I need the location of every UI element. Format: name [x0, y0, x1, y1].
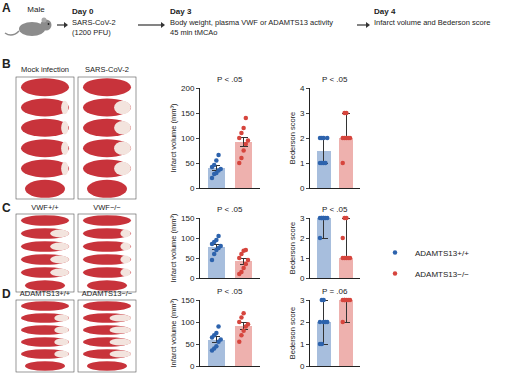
svg-text:150: 150	[181, 109, 195, 118]
svg-text:P = .06: P = .06	[322, 287, 348, 296]
svg-text:P < .05: P < .05	[217, 205, 243, 214]
svg-text:SARS-CoV-2: SARS-CoV-2	[72, 18, 116, 27]
svg-text:D: D	[2, 287, 11, 301]
svg-text:P < .05: P < .05	[322, 75, 348, 84]
svg-text:ADAMTS13−/−: ADAMTS13−/−	[415, 270, 469, 279]
svg-text:Bederson score: Bederson score	[288, 307, 297, 360]
svg-text:3: 3	[300, 109, 305, 118]
svg-text:ADAMTS13+/+: ADAMTS13+/+	[20, 289, 71, 298]
svg-text:Day 0: Day 0	[72, 7, 94, 16]
svg-text:ADAMTS13−/−: ADAMTS13−/−	[82, 289, 133, 298]
svg-text:A: A	[2, 1, 11, 15]
svg-text:Body weight, plasma VWF or ADA: Body weight, plasma VWF or ADAMTS13 acti…	[170, 18, 333, 27]
svg-text:50: 50	[185, 254, 194, 263]
svg-text:(1200 PFU): (1200 PFU)	[72, 28, 111, 37]
svg-text:0: 0	[300, 184, 305, 193]
svg-text:1: 1	[300, 159, 305, 168]
svg-text:2: 2	[300, 318, 305, 327]
svg-text:0: 0	[300, 362, 305, 371]
svg-text:0: 0	[190, 184, 195, 193]
svg-text:VWF+/+: VWF+/+	[31, 203, 59, 212]
svg-text:100: 100	[181, 234, 195, 243]
svg-text:P < .05: P < .05	[217, 287, 243, 296]
svg-text:P < .05: P < .05	[217, 75, 243, 84]
svg-text:C: C	[2, 201, 11, 215]
svg-text:150: 150	[181, 296, 195, 305]
svg-text:45 min tMCAo: 45 min tMCAo	[170, 28, 218, 37]
svg-text:ADAMTS13+/+: ADAMTS13+/+	[415, 249, 469, 258]
svg-text:50: 50	[185, 159, 194, 168]
svg-text:Bederson score: Bederson score	[288, 112, 297, 165]
svg-text:0: 0	[300, 274, 305, 283]
svg-text:1: 1	[300, 254, 305, 263]
svg-text:Infarct volume and Bederson sc: Infarct volume and Bederson score	[374, 18, 490, 27]
svg-text:200: 200	[181, 84, 195, 93]
svg-text:SARS-CoV-2: SARS-CoV-2	[85, 65, 129, 74]
svg-text:3: 3	[300, 214, 305, 223]
svg-text:VWF−/−: VWF−/−	[93, 203, 121, 212]
svg-text:1: 1	[300, 340, 305, 349]
svg-text:Infarct volume (mm³): Infarct volume (mm³)	[169, 103, 178, 173]
svg-text:2: 2	[300, 134, 305, 143]
svg-text:4: 4	[300, 84, 305, 93]
svg-text:Male: Male	[27, 5, 45, 14]
svg-text:2: 2	[300, 234, 305, 243]
svg-text:Mock infection: Mock infection	[21, 65, 69, 74]
svg-text:Bederson score: Bederson score	[288, 222, 297, 275]
svg-text:Infarct volume (mm³): Infarct volume (mm³)	[169, 298, 178, 368]
svg-text:0: 0	[190, 362, 195, 371]
svg-text:0: 0	[190, 274, 195, 283]
svg-text:3: 3	[300, 296, 305, 305]
svg-text:Day 3: Day 3	[170, 7, 192, 16]
svg-text:50: 50	[185, 340, 194, 349]
svg-text:100: 100	[181, 318, 195, 327]
svg-text:100: 100	[181, 134, 195, 143]
svg-text:B: B	[2, 57, 11, 71]
svg-text:150: 150	[181, 214, 195, 223]
svg-text:Day 4: Day 4	[374, 7, 396, 16]
svg-text:P < .05: P < .05	[322, 205, 348, 214]
svg-text:Infarct volume (mm³): Infarct volume (mm³)	[169, 213, 178, 283]
